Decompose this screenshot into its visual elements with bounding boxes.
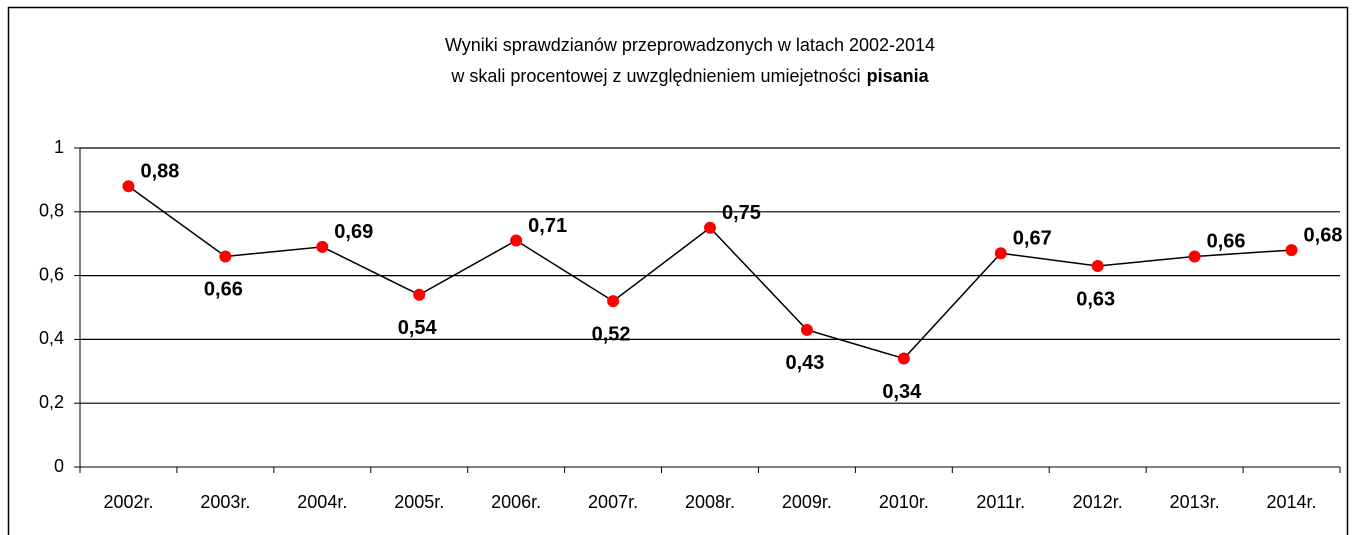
- data-label: 0,88: [140, 161, 179, 183]
- x-tick-label: 2009r.: [782, 492, 832, 512]
- y-tick-label: 0,2: [39, 392, 64, 412]
- y-tick-label: 0,8: [39, 201, 64, 221]
- data-label: 0,43: [785, 352, 824, 374]
- data-label: 0,54: [398, 317, 438, 339]
- data-point: [510, 234, 523, 247]
- data-label: 0,52: [592, 323, 631, 345]
- data-point: [800, 323, 813, 336]
- data-label: 0,34: [882, 381, 922, 403]
- data-label: 0,66: [1207, 231, 1246, 253]
- data-label: 0,66: [204, 279, 243, 301]
- x-tick-label: 2013r.: [1170, 492, 1220, 512]
- x-tick-label: 2006r.: [491, 492, 541, 512]
- data-label: 0,69: [334, 221, 373, 243]
- data-point: [219, 250, 232, 263]
- x-tick-label: 2012r.: [1073, 492, 1123, 512]
- data-label: 0,68: [1304, 224, 1343, 246]
- x-tick-label: 2007r.: [588, 492, 638, 512]
- x-tick-label: 2003r.: [200, 492, 250, 512]
- y-tick-label: 0,4: [39, 328, 64, 348]
- data-point: [994, 247, 1007, 260]
- chart-subtitle: w skali procentowej z uwzględnieniem umi…: [450, 66, 929, 86]
- x-tick-label: 2011r.: [976, 492, 1025, 512]
- data-point: [122, 180, 135, 193]
- data-label: 0,75: [722, 202, 761, 224]
- data-point: [897, 352, 910, 365]
- data-label: 0,67: [1013, 228, 1052, 250]
- x-tick-label: 2002r.: [103, 492, 153, 512]
- data-point: [704, 221, 716, 234]
- y-tick-label: 0: [54, 456, 64, 476]
- x-tick-label: 2008r.: [685, 492, 735, 512]
- subtitle-text: w skali procentowej z uwzględnieniem umi…: [450, 66, 860, 86]
- data-label: 0,63: [1076, 288, 1115, 310]
- data-point: [1188, 250, 1201, 263]
- data-point: [1285, 244, 1298, 257]
- x-tick-label: 2014r.: [1267, 492, 1317, 512]
- y-tick-label: 1: [54, 137, 64, 157]
- x-tick-label: 2005r.: [394, 492, 444, 512]
- chart-frame: [7, 6, 1349, 535]
- data-point: [1091, 260, 1104, 273]
- data-point: [413, 288, 426, 301]
- subtitle-emphasis: pisania: [867, 66, 930, 86]
- y-tick-label: 0,6: [39, 264, 64, 284]
- chart-title: Wyniki sprawdzianów przeprowadzonych w l…: [445, 35, 935, 55]
- x-tick-label: 2010r.: [879, 492, 929, 512]
- data-point: [316, 240, 329, 253]
- data-point: [607, 295, 620, 308]
- data-label: 0,71: [528, 215, 567, 237]
- x-tick-label: 2004r.: [297, 492, 347, 512]
